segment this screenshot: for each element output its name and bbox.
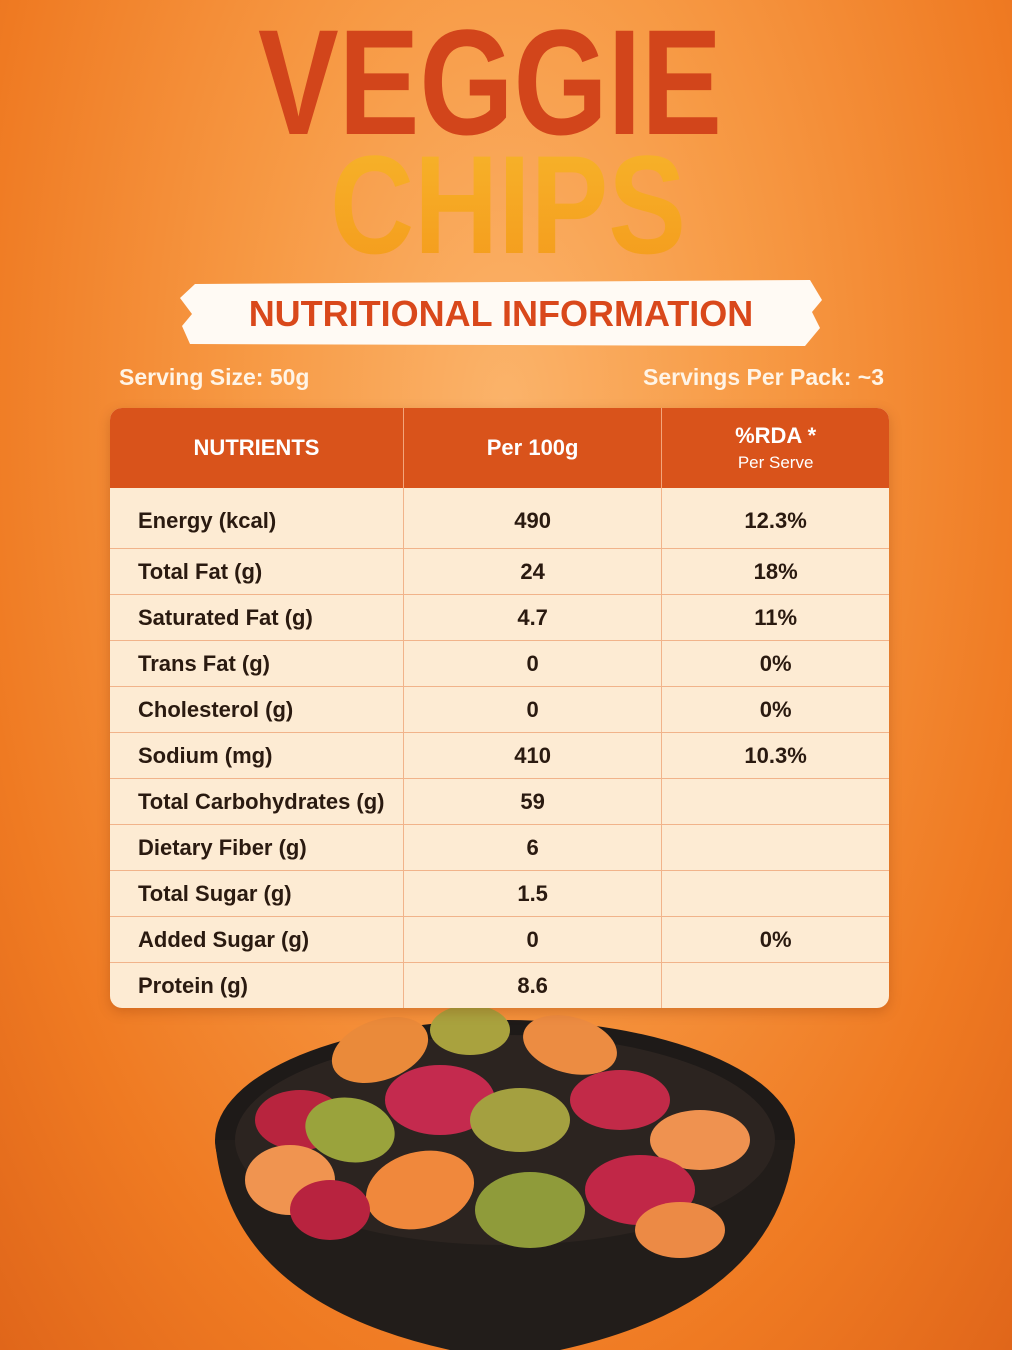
table-cell: 12.3% — [744, 508, 807, 533]
table-cell: Energy (kcal) — [110, 488, 404, 549]
table-row: Total Fat (g) 24 18% — [110, 548, 889, 595]
table-cell: 0 — [403, 640, 663, 687]
table-cell: Total Fat (g) — [110, 548, 404, 595]
table-cell: 490 — [403, 488, 663, 549]
title-line1: VEGGIE — [258, 0, 722, 166]
table-cell: 0% — [661, 686, 889, 733]
column-header: Per 100g — [403, 408, 663, 488]
chips — [245, 1005, 750, 1258]
table-cell: 0% — [661, 916, 889, 963]
table-cell: Sodium (mg) — [110, 732, 404, 779]
table-cell: Total Sugar (g) — [110, 870, 404, 917]
column-header-text: %RDA * — [735, 423, 817, 448]
table-cell: Protein (g) — [110, 962, 404, 1008]
table-cell — [661, 824, 889, 871]
table-row: Total Carbohydrates (g) 59 — [110, 778, 889, 825]
banner-text: NUTRITIONAL INFORMATION — [249, 293, 754, 334]
table-cell: Saturated Fat (g) — [110, 594, 404, 641]
table-cell: 1.5 — [403, 870, 663, 917]
table-row: Protein (g) 8.6 — [110, 962, 889, 1008]
banner-shape — [180, 280, 822, 346]
table-cell: 10.3% — [661, 732, 889, 779]
column-subheader: Per Serve — [737, 453, 814, 472]
table-cell: 0 — [403, 686, 663, 733]
table-cell: 0% — [661, 640, 889, 687]
table-cell: Total Carbohydrates (g) — [110, 778, 404, 825]
table-cell: 4.7 — [403, 594, 663, 641]
table-cell: 18% — [661, 548, 889, 595]
table-cell: 11% — [661, 594, 889, 641]
table-cell — [661, 778, 889, 825]
table-cell — [661, 870, 889, 917]
table-row: Dietary Fiber (g) 6 — [110, 824, 889, 871]
table-cell: 24 — [403, 548, 663, 595]
table-cell: Cholesterol (g) — [110, 686, 404, 733]
table-cell: 59 — [403, 778, 663, 825]
table-row: Saturated Fat (g) 4.7 11% — [110, 594, 889, 641]
table-cell: 0 — [403, 916, 663, 963]
nutrition-table: NUTRIENTS Per 100g %RDA * Per Serve Energ… — [110, 408, 889, 1008]
servings-per-pack: Servings Per Pack: ~3 — [642, 364, 884, 390]
title-line2: CHIPS — [330, 126, 686, 283]
table-cell: 410 — [403, 732, 663, 779]
table-row: Added Sugar (g) 0 0% — [110, 916, 889, 963]
table-cell — [661, 962, 889, 1008]
table-cell: Trans Fat (g) — [110, 640, 404, 687]
table-row: Cholesterol (g) 0 0% — [110, 686, 889, 733]
table-cell: 6 — [403, 824, 663, 871]
table-cell: 8.6 — [403, 962, 663, 1008]
serving-size: Serving Size: 50g — [119, 364, 310, 390]
table-cell: Dietary Fiber (g) — [110, 824, 404, 871]
column-header: NUTRIENTS — [110, 408, 404, 488]
table-cell: Added Sugar (g) — [110, 916, 404, 963]
table-row: Sodium (mg) 410 10.3% — [110, 732, 889, 779]
column-header: %RDA * Per Serve — [661, 408, 889, 488]
table-row: Energy (kcal) 490 12.3% — [110, 488, 889, 549]
table-row: Total Sugar (g) 1.5 — [110, 870, 889, 917]
table-row: Trans Fat (g) 0 0% — [110, 640, 889, 687]
